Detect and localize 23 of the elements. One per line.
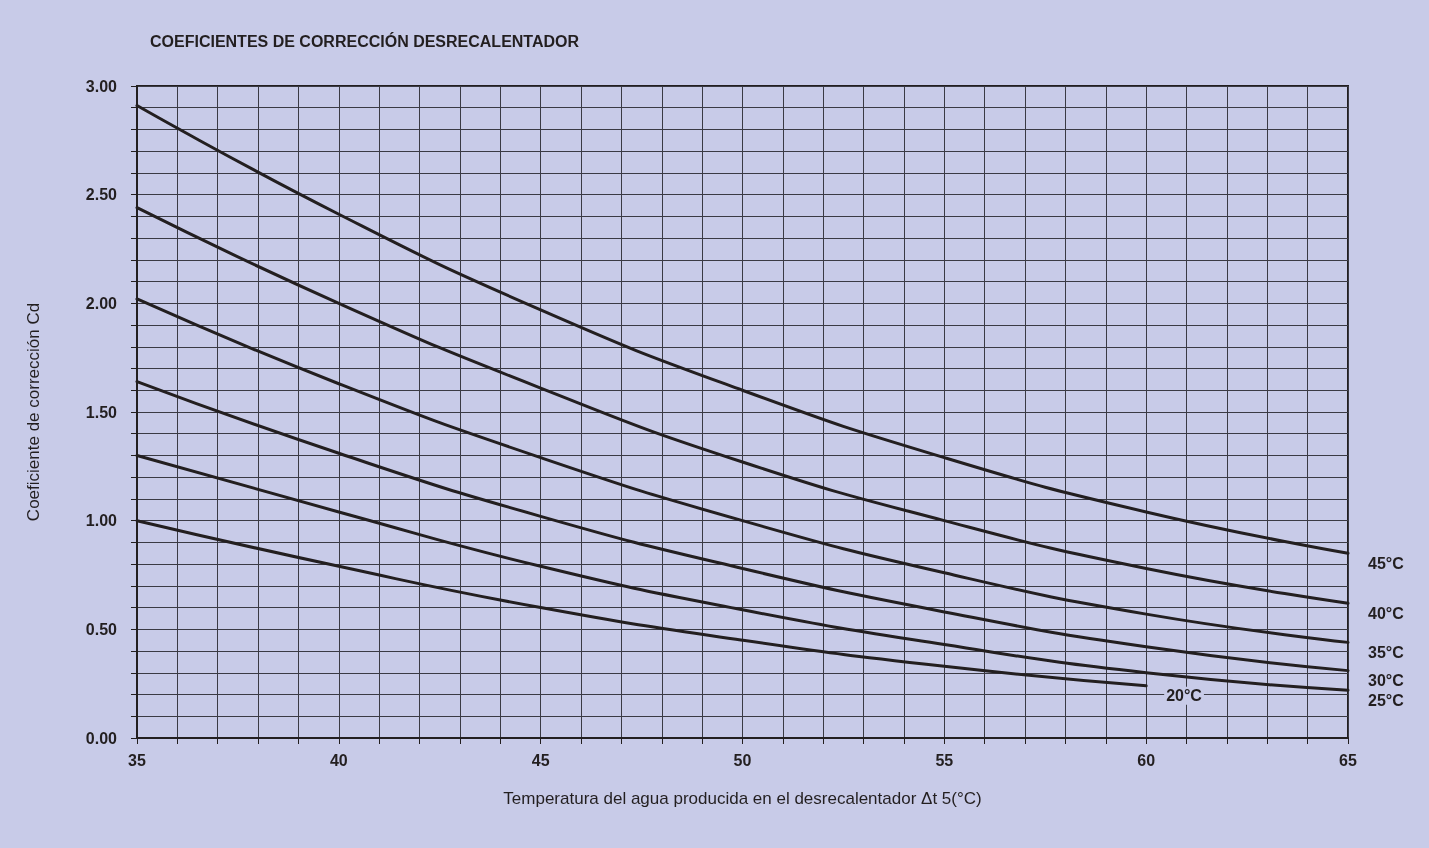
x-tick-label: 35 (128, 751, 146, 769)
y-axis-title: Coeficiente de corrección Cd (24, 302, 43, 522)
series-label: 30°C (1368, 672, 1405, 690)
series-label: 35°C (1368, 643, 1405, 661)
x-tick-label: 45 (531, 751, 550, 769)
series-label: 25°C (1368, 691, 1405, 709)
chart-title: COEFICIENTES DE CORRECCIÓN DESRECALENTADOR (150, 31, 580, 50)
y-tick-label: 3.00 (85, 77, 118, 95)
x-tick-label: 50 (733, 751, 752, 769)
y-tick-label: 1.00 (85, 512, 118, 530)
y-tick-label: 1.50 (85, 403, 118, 421)
x-tick-label: 65 (1339, 751, 1357, 769)
x-tick-label: 55 (935, 751, 954, 769)
y-tick-label: 2.50 (85, 186, 118, 204)
y-tick-label: 0.00 (85, 729, 118, 747)
series-label: 40°C (1368, 604, 1405, 622)
series-label: 45°C (1368, 554, 1405, 572)
x-axis-title: Temperatura del agua producida en el desrecalentador Δt 5(°C) (503, 789, 982, 808)
x-tick-label: 60 (1137, 751, 1156, 769)
y-tick-label: 0.50 (85, 620, 118, 638)
x-tick-label: 40 (329, 751, 348, 769)
series-label: 20°C (1166, 687, 1203, 705)
y-tick-label: 2.00 (85, 294, 118, 312)
